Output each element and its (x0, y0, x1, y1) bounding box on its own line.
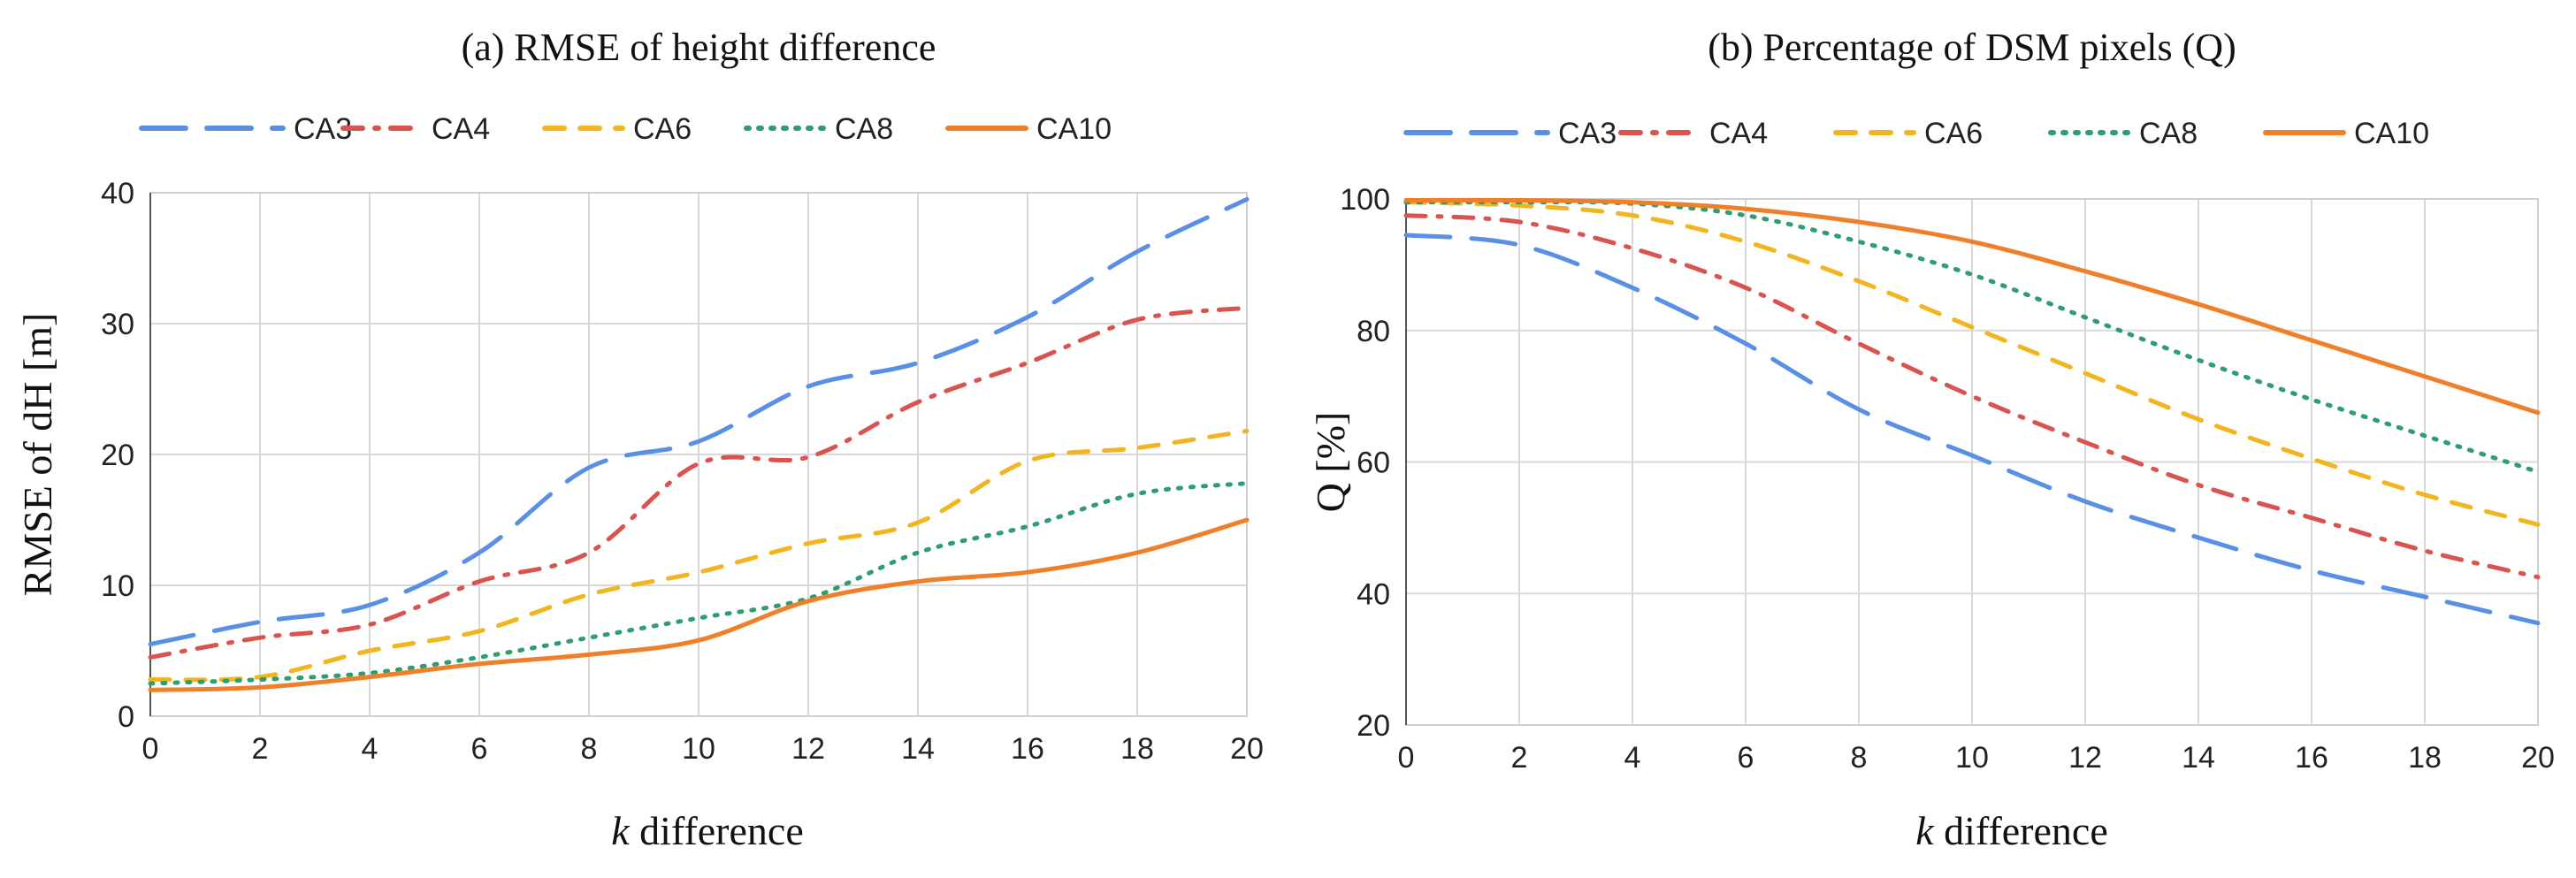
legend-label: CA4 (1709, 117, 1768, 150)
x-tick-label: 12 (791, 732, 825, 766)
series-group (1403, 197, 2541, 626)
y-tick-label: 40 (1357, 577, 1390, 611)
x-tick-label: 12 (2068, 741, 2102, 775)
y-axis-title: Q [%] (1308, 412, 1353, 513)
y-tick-label: 20 (1357, 709, 1390, 743)
legend-label: CA3 (1558, 117, 1617, 150)
x-tick-label: 8 (581, 732, 598, 766)
series-line-ca10 (1403, 197, 2541, 416)
y-tick-label: 20 (101, 439, 134, 472)
y-tick-label: 0 (118, 700, 134, 734)
x-tick-label: 4 (1624, 741, 1641, 775)
series-group (148, 196, 1250, 692)
legend-label: CA10 (2354, 117, 2429, 150)
legend-label: CA8 (835, 112, 893, 146)
x-tick-label: 14 (901, 732, 935, 766)
series-line-ca3 (148, 196, 1250, 647)
x-tick-label: 18 (1120, 732, 1154, 766)
y-tick-label: 40 (101, 177, 134, 210)
legend-label: CA6 (1924, 117, 1983, 150)
x-tick-label: 8 (1851, 741, 1868, 775)
x-tick-label: 0 (1398, 741, 1415, 775)
legend-item-ca3: CA3 (1403, 117, 1617, 150)
chart-rmse: (a) RMSE of height difference CA3 CA4 CA6 CA… (15, 26, 1264, 853)
legend-item-ca10: CA10 (945, 112, 1112, 146)
grid (1405, 198, 2539, 726)
chart-percentage: (b) Percentage of DSM pixels (Q) CA3 CA4 CA… (1308, 26, 2555, 853)
legend-item-ca6: CA6 (542, 112, 692, 146)
series-line-ca8 (148, 481, 1250, 686)
series-line-ca3 (1403, 233, 2541, 626)
y-tick-label: 30 (101, 308, 134, 341)
series-line-ca4 (148, 305, 1250, 660)
x-axis-title-variable: k (611, 808, 631, 853)
chart-title: (a) RMSE of height difference (462, 26, 936, 69)
x-tick-label: 16 (1011, 732, 1044, 766)
y-tick-label: 10 (101, 569, 134, 603)
x-tick-label: 16 (2295, 741, 2328, 775)
legend-item-ca3: CA3 (139, 112, 352, 146)
legend-label: CA10 (1036, 112, 1112, 146)
legend-label: CA8 (2139, 117, 2198, 150)
series-line-ca6 (148, 428, 1250, 683)
x-tick-label: 10 (682, 732, 715, 766)
x-axis-title-rest: difference (1934, 808, 2108, 853)
legend-item-ca4: CA4 (1618, 117, 1768, 150)
x-tick-label: 2 (252, 732, 269, 766)
y-axis-title: RMSE of dH [m] (15, 313, 60, 597)
legend-item-ca10: CA10 (2263, 117, 2429, 150)
x-tick-label: 14 (2182, 741, 2215, 775)
x-tick-label: 6 (471, 732, 488, 766)
grid (149, 192, 1248, 717)
series-line-ca6 (1403, 200, 2541, 527)
x-axis-title-variable: k (1915, 808, 1935, 853)
legend-item-ca8: CA8 (2048, 117, 2198, 150)
x-tick-label: 4 (362, 732, 378, 766)
y-tick-label: 60 (1357, 447, 1390, 480)
x-axis-title-rest: difference (630, 808, 804, 853)
x-tick-label: 2 (1511, 741, 1528, 775)
x-tick-label: 18 (2408, 741, 2442, 775)
y-tick-label: 80 (1357, 315, 1390, 348)
series-line-ca10 (148, 517, 1250, 692)
x-tick-label: 20 (1230, 732, 1264, 766)
x-tick-label: 6 (1738, 741, 1754, 775)
chart-title: (b) Percentage of DSM pixels (Q) (1708, 26, 2236, 69)
x-axis-title: k difference (1915, 808, 2108, 853)
x-tick-label: 10 (1955, 741, 1989, 775)
legend-item-ca8: CA8 (744, 112, 893, 146)
legend-label: CA4 (432, 112, 490, 146)
y-tick-label: 100 (1340, 183, 1390, 217)
legend-item-ca6: CA6 (1833, 117, 1983, 150)
series-line-ca4 (1403, 213, 2541, 580)
x-tick-label: 20 (2521, 741, 2555, 775)
legend-label: CA6 (633, 112, 692, 146)
legend-item-ca4: CA4 (340, 112, 490, 146)
x-tick-label: 0 (142, 732, 159, 766)
x-axis-title: k difference (611, 808, 804, 853)
